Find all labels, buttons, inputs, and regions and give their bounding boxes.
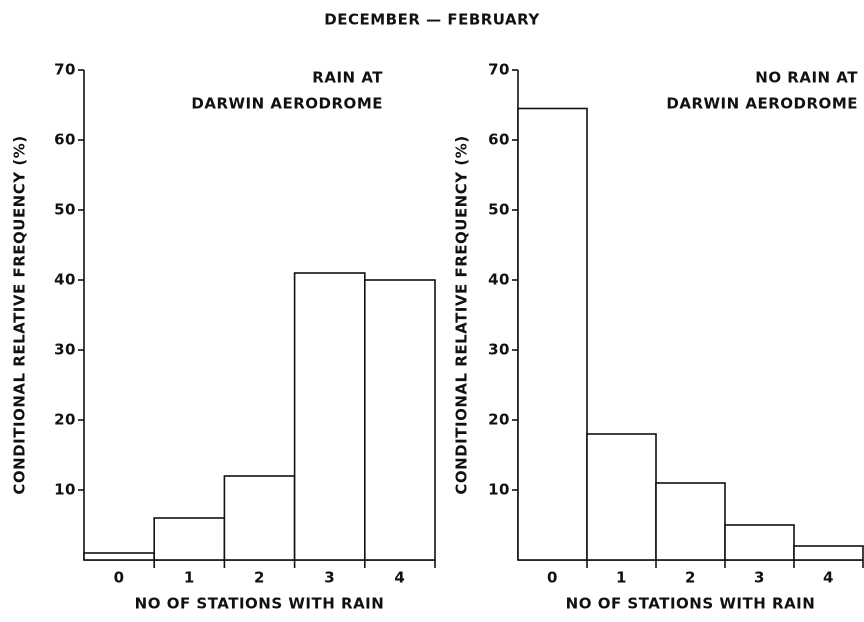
x-tick-label: 0: [547, 569, 558, 587]
x-tick-label: 2: [685, 569, 696, 587]
x-tick-label: 2: [254, 569, 265, 587]
annotation: NO RAIN AT: [755, 69, 858, 87]
y-tick-label: 60: [488, 131, 510, 149]
y-tick-label: 50: [488, 201, 510, 219]
y-tick-label: 70: [54, 61, 76, 79]
x-tick-label: 1: [184, 569, 195, 587]
y-tick-label: 60: [54, 131, 76, 149]
annotation: RAIN AT: [312, 69, 383, 87]
bar: [223, 475, 296, 561]
bar: [363, 279, 436, 561]
bar: [153, 517, 226, 561]
x-axis-label: NO OF STATIONS WITH RAIN: [566, 595, 816, 613]
y-tick-label: 20: [488, 411, 510, 429]
y-tick-label: 40: [54, 271, 76, 289]
bar: [83, 552, 155, 561]
bar: [517, 107, 588, 561]
x-axis-label: NO OF STATIONS WITH RAIN: [135, 595, 385, 613]
y-axis-label: CONDITIONAL RELATIVE FREQUENCY (%): [453, 135, 471, 494]
y-tick-label: 50: [54, 201, 76, 219]
x-tick-label: 1: [616, 569, 627, 587]
x-tick-label: 4: [823, 569, 834, 587]
figure-title: DECEMBER — FEBRUARY: [324, 11, 540, 29]
y-tick-label: 40: [488, 271, 510, 289]
bar: [655, 482, 726, 561]
bar: [586, 433, 657, 561]
x-tick-label: 0: [114, 569, 125, 587]
x-tick-label: 4: [394, 569, 405, 587]
y-tick-label: 10: [488, 481, 510, 499]
bar: [793, 545, 864, 561]
y-axis-label: CONDITIONAL RELATIVE FREQUENCY (%): [11, 135, 29, 494]
annotation: DARWIN AERODROME: [191, 95, 383, 113]
x-tick-label: 3: [754, 569, 765, 587]
bar: [724, 524, 795, 561]
y-tick-label: 30: [54, 341, 76, 359]
y-tick-label: 20: [54, 411, 76, 429]
annotation: DARWIN AERODROME: [666, 95, 858, 113]
x-tick-label: 3: [324, 569, 335, 587]
y-tick-label: 70: [488, 61, 510, 79]
y-tick-label: 10: [54, 481, 76, 499]
y-tick-label: 30: [488, 341, 510, 359]
bar: [293, 272, 366, 561]
